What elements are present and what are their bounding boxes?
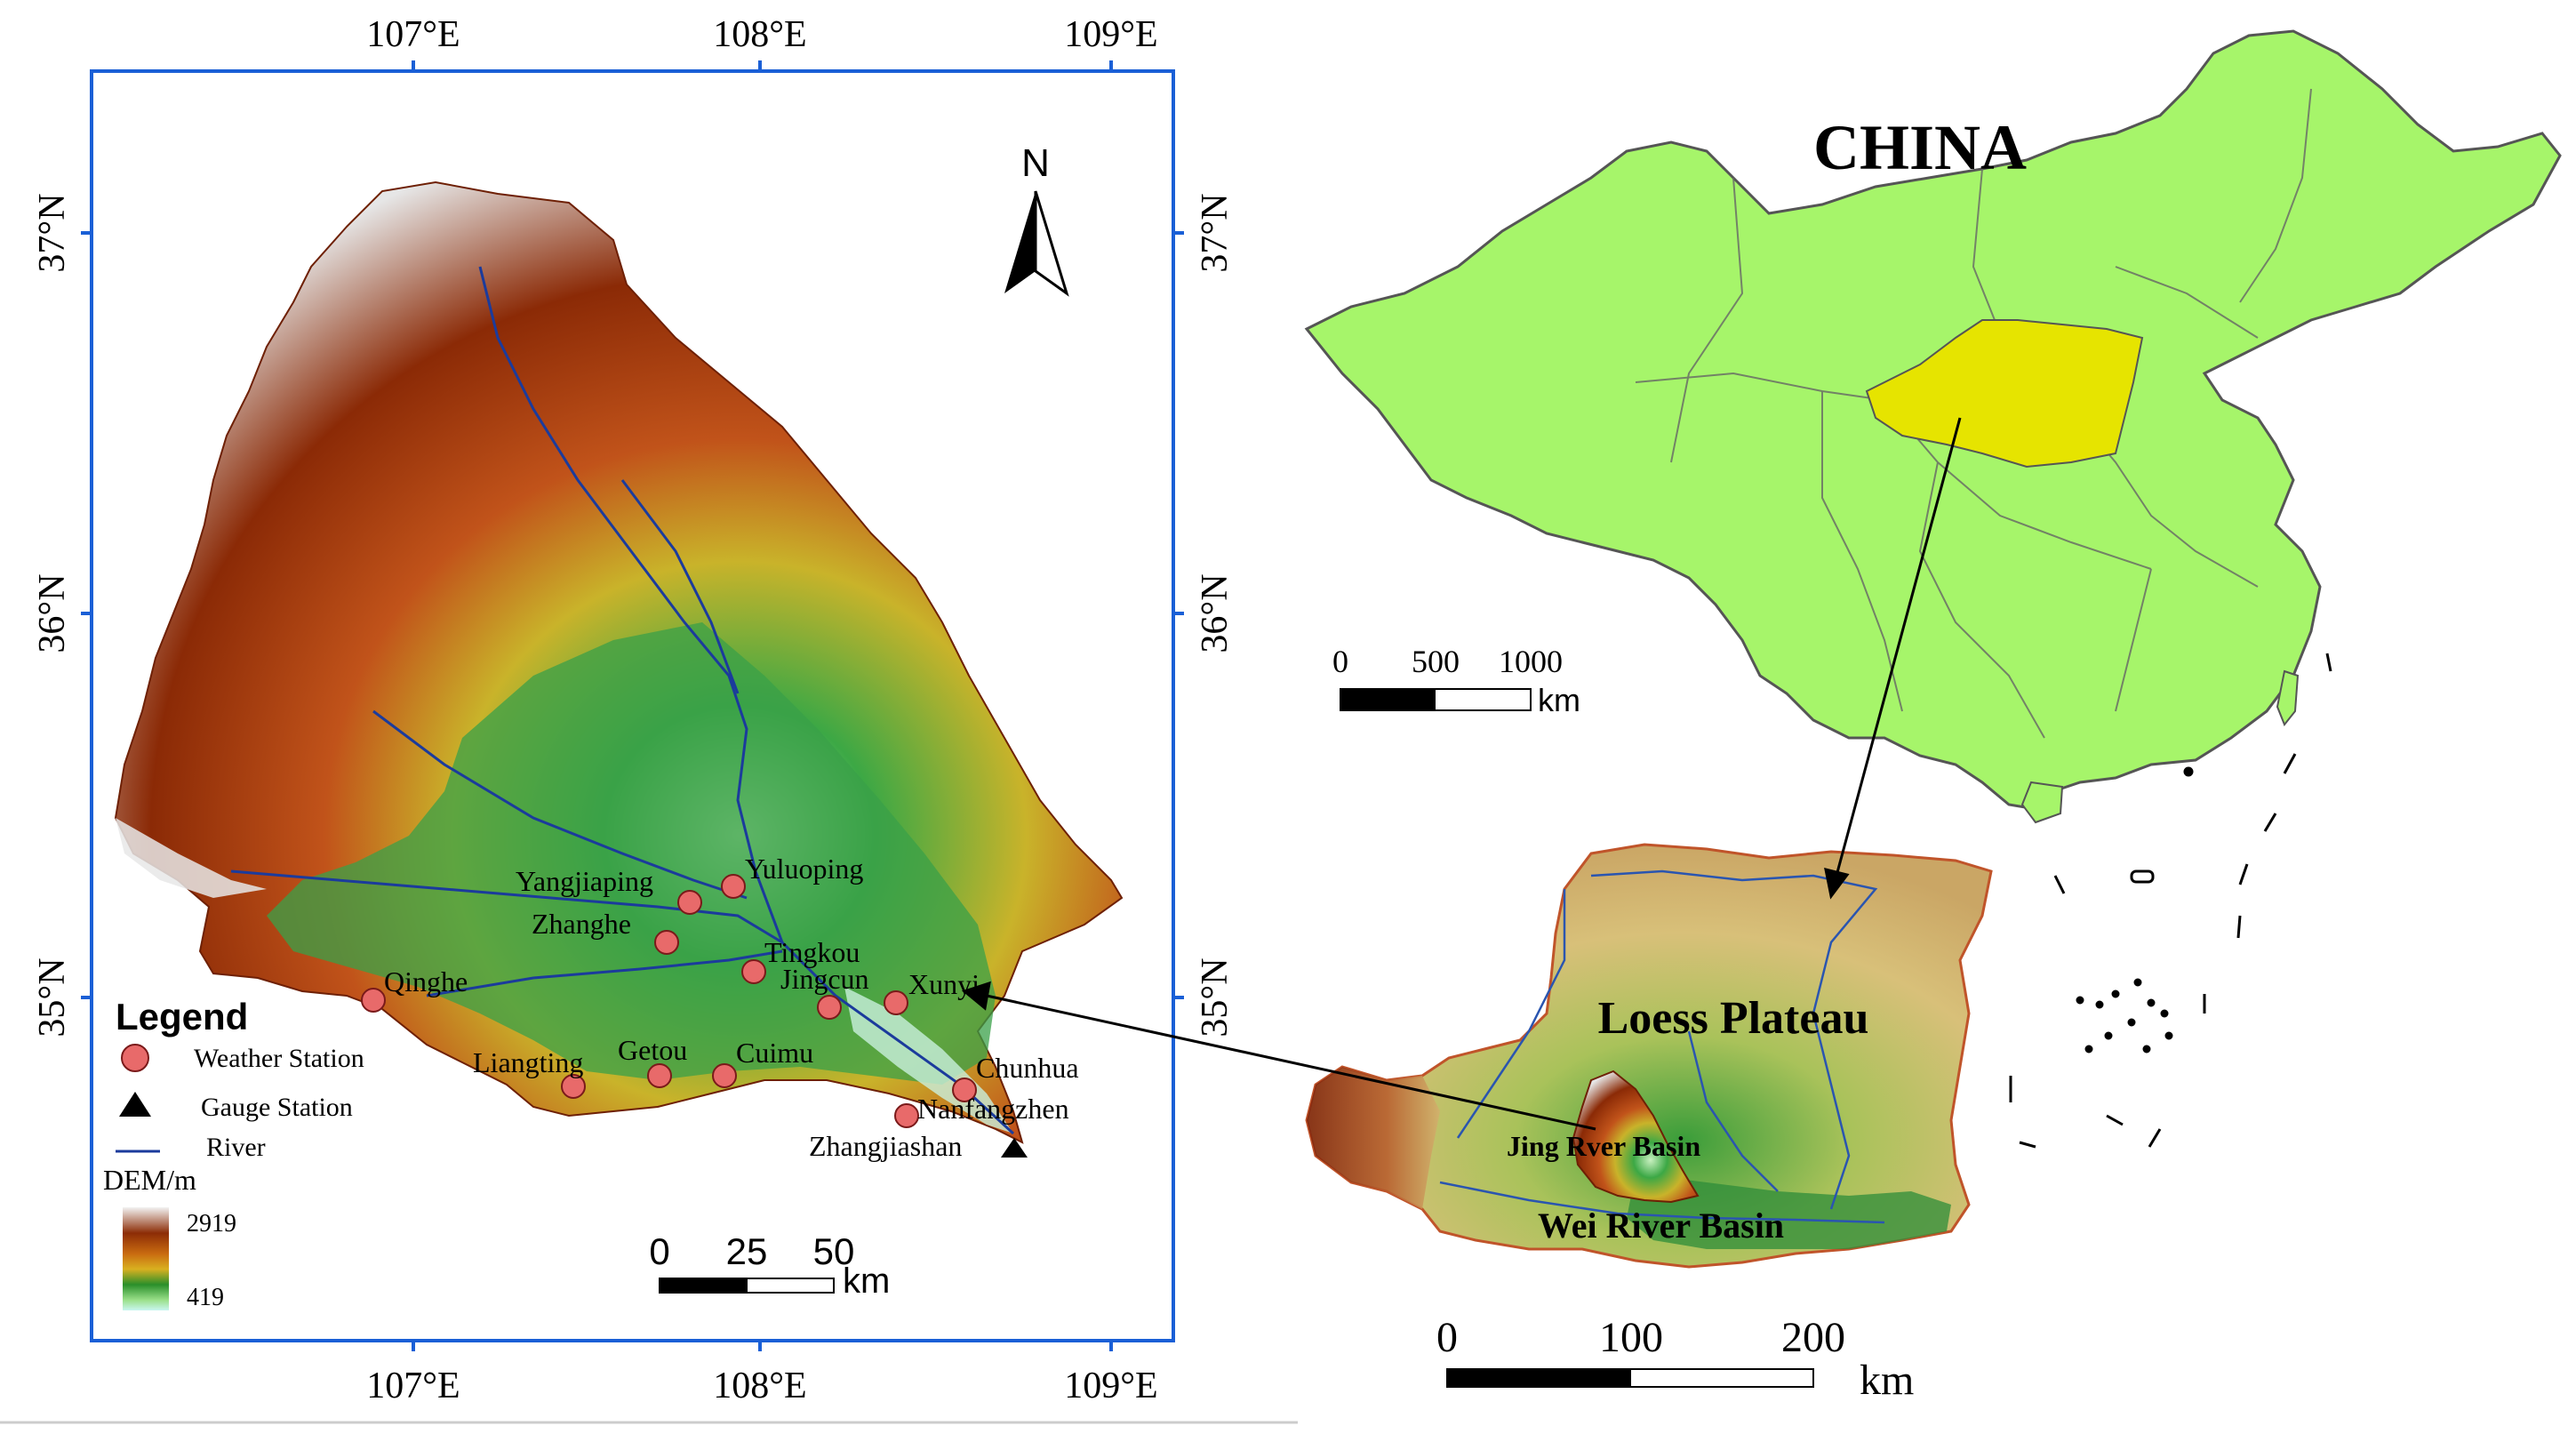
legend-gauge-station-icon xyxy=(119,1092,151,1117)
lon-label-bottom-109: 109°E xyxy=(1064,1366,1157,1406)
south-china-sea-islands xyxy=(2009,653,2332,1149)
scale-tick-500: 500 xyxy=(1412,644,1460,679)
station-marker-tingkou xyxy=(741,959,766,984)
lat-label-left-36: 36°N xyxy=(32,573,73,653)
station-marker-liangting xyxy=(561,1074,586,1099)
wei-basin-label: Wei River Basin xyxy=(1538,1206,1784,1246)
scale-tick-25: 25 xyxy=(726,1230,768,1272)
gauge-station-marker-zhangjiashan xyxy=(1001,1138,1028,1158)
province-boundaries xyxy=(1635,88,2312,739)
plateau-title: Loess Plateau xyxy=(1598,993,1869,1044)
plateau-to-basin-arrow xyxy=(986,994,1596,1131)
legend-gauge-station-label: Gauge Station xyxy=(201,1093,353,1122)
lat-label-left-35: 35°N xyxy=(32,957,73,1037)
china-to-plateau-arrow xyxy=(1835,417,1962,877)
station-marker-cuimu xyxy=(712,1063,737,1088)
station-label: Tingkou xyxy=(764,936,860,968)
legend-weather-station-label: Weather Station xyxy=(194,1044,364,1073)
scale-tick-100: 100 xyxy=(1599,1314,1663,1361)
north-arrow-icon xyxy=(1004,191,1036,293)
legend-dem-max: 2919 xyxy=(187,1210,236,1238)
jing-basin-inset xyxy=(1572,1069,1700,1204)
station-marker-yuluoping xyxy=(721,874,746,899)
hainan-island xyxy=(2020,781,2064,824)
loess-plateau-panel: Loess Plateau Jing Rver Basin Wei River … xyxy=(1305,843,1993,1404)
lon-label-top-107: 107°E xyxy=(366,14,460,55)
map-legend: Legend Weather Station Gauge Station Riv… xyxy=(103,996,364,1311)
china-title: CHINA xyxy=(1813,112,2027,183)
lon-label-top-108: 108°E xyxy=(713,14,806,55)
plateau-rivers xyxy=(1439,869,1885,1224)
scale-tick-50: 50 xyxy=(813,1230,855,1272)
station-marker-jingcun xyxy=(817,995,842,1020)
lat-label-right-37: 37°N xyxy=(1195,193,1236,272)
china-scale-bar: 0 500 1000 km xyxy=(1332,644,1580,718)
china-map-panel: CHINA 0 500 1000 km xyxy=(1304,29,2562,1149)
scale-tick-0: 0 xyxy=(1436,1314,1458,1361)
scale-tick-0: 0 xyxy=(649,1230,669,1272)
station-label: Jingcun xyxy=(780,963,869,995)
lat-label-right-36: 36°N xyxy=(1195,573,1236,653)
basin-west-highland xyxy=(116,818,267,898)
south-sea-shoal xyxy=(2130,869,2155,884)
scale-unit: km xyxy=(1860,1357,1914,1404)
scale-tick-200: 200 xyxy=(1781,1314,1845,1361)
lon-label-top-109: 109°E xyxy=(1064,14,1157,55)
lon-label-bottom-107: 107°E xyxy=(366,1366,460,1406)
legend-dem-min: 419 xyxy=(187,1284,224,1311)
lat-label-left-37: 37°N xyxy=(32,193,73,272)
station-label: Getou xyxy=(618,1034,687,1066)
station-label: Yuluoping xyxy=(745,853,863,885)
basin-map-panel: 107°E 108°E 109°E 107°E 108°E 109°E 37°N… xyxy=(32,14,1236,1406)
plateau-west-highlands xyxy=(1307,1067,1440,1209)
north-arrow: N xyxy=(1004,141,1069,297)
scale-unit: km xyxy=(843,1262,890,1301)
plateau-wei-valley xyxy=(1627,1174,1951,1249)
connector-arrows xyxy=(961,417,1962,1131)
lat-label-right-35: 35°N xyxy=(1195,957,1236,1037)
lon-label-bottom-108: 108°E xyxy=(713,1366,806,1406)
legend-title: Legend xyxy=(116,996,248,1037)
station-marker-chunhua xyxy=(952,1078,977,1102)
station-label: Liangting xyxy=(473,1046,583,1078)
longitude-ticks xyxy=(81,60,1184,1351)
station-marker-qinghe xyxy=(361,988,386,1013)
basin-scale-bar: 0 25 50 km xyxy=(649,1230,890,1301)
station-marker-zhanghe xyxy=(654,930,679,955)
station-label: Zhanghe xyxy=(532,908,631,940)
station-label: Cuimu xyxy=(736,1037,813,1069)
loess-plateau-dem xyxy=(1305,843,1993,1269)
scale-unit: km xyxy=(1538,682,1580,718)
station-label: Nanfangzhen xyxy=(917,1093,1069,1125)
north-arrow-label: N xyxy=(1021,141,1050,185)
station-label: Qinghe xyxy=(384,965,468,997)
jing-basin-label: Jing Rver Basin xyxy=(1507,1130,1700,1162)
station-markers xyxy=(361,874,977,1128)
station-marker-xunyi xyxy=(884,990,908,1015)
station-label: Zhangjiashan xyxy=(809,1130,962,1162)
station-marker-getou xyxy=(647,1063,672,1088)
station-label: Yangjiaping xyxy=(516,865,653,897)
legend-dem-title: DEM/m xyxy=(103,1164,196,1196)
legend-dem-color-ramp xyxy=(123,1207,169,1310)
plateau-scale-bar: 0 100 200 km xyxy=(1436,1314,1914,1404)
taiwan-island xyxy=(2276,669,2300,726)
river-network xyxy=(230,266,1015,1135)
scale-tick-1000: 1000 xyxy=(1499,644,1563,679)
basin-lowland-zone xyxy=(267,622,996,1085)
legend-weather-station-icon xyxy=(121,1044,149,1072)
station-marker-nanfangzhen xyxy=(894,1103,919,1128)
loess-plateau-highlight xyxy=(1865,319,2144,469)
scale-tick-0: 0 xyxy=(1332,644,1348,679)
station-marker-yangjiaping xyxy=(677,890,702,915)
station-label: Chunhua xyxy=(976,1052,1079,1084)
legend-river-label: River xyxy=(206,1133,266,1162)
